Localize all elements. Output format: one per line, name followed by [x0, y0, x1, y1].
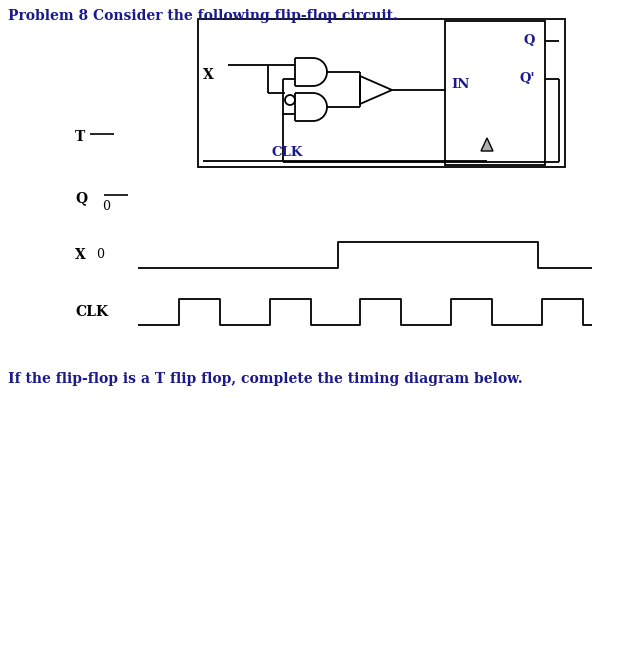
Text: Q: Q [75, 191, 87, 205]
Text: Problem 8 Consider the following flip-flop circuit.: Problem 8 Consider the following flip-fl… [8, 9, 398, 23]
Text: X: X [203, 68, 214, 82]
Text: Q: Q [523, 35, 534, 47]
Text: 0: 0 [96, 248, 104, 261]
Text: Q': Q' [519, 72, 534, 85]
Text: 0: 0 [102, 200, 110, 212]
Text: CLK: CLK [75, 305, 108, 319]
Text: If the flip-flop is a T flip flop, complete the timing diagram below.: If the flip-flop is a T flip flop, compl… [8, 372, 522, 386]
Text: CLK: CLK [272, 145, 304, 158]
Polygon shape [481, 138, 493, 151]
Text: T: T [75, 130, 85, 144]
Text: X: X [75, 248, 86, 262]
Text: IN: IN [451, 78, 469, 91]
